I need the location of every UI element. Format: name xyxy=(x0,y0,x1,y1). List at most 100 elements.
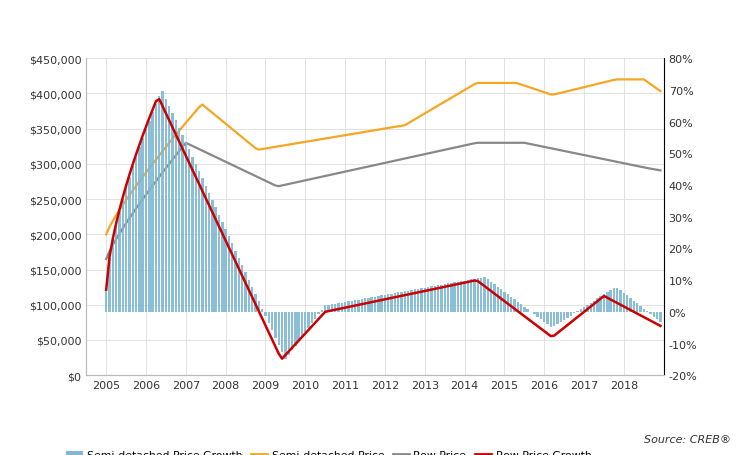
Bar xyxy=(622,293,625,312)
Bar xyxy=(165,100,167,312)
Bar xyxy=(350,301,353,312)
Bar xyxy=(171,114,174,312)
Bar xyxy=(436,286,439,312)
Bar xyxy=(108,258,111,312)
Bar xyxy=(397,293,400,312)
Bar xyxy=(599,297,602,312)
Bar xyxy=(338,303,340,312)
Bar xyxy=(347,302,350,312)
Bar xyxy=(105,290,107,312)
Bar xyxy=(580,309,582,312)
Bar xyxy=(610,290,612,312)
Bar xyxy=(547,312,549,324)
Bar xyxy=(194,164,197,312)
Bar xyxy=(178,128,181,312)
Bar xyxy=(254,294,257,312)
Bar xyxy=(324,306,326,312)
Bar xyxy=(420,288,423,312)
Bar xyxy=(424,288,426,312)
Bar xyxy=(603,294,605,312)
Bar xyxy=(154,105,158,312)
Bar xyxy=(248,280,250,312)
Bar xyxy=(198,172,200,312)
Bar xyxy=(357,300,359,312)
Bar xyxy=(221,222,224,312)
Bar xyxy=(473,279,476,312)
Bar xyxy=(616,288,619,312)
Bar xyxy=(620,291,622,312)
Bar xyxy=(280,312,284,352)
Bar xyxy=(433,286,436,312)
Bar xyxy=(168,106,170,312)
Bar xyxy=(464,281,466,312)
Text: CALGARY  - PRICE GROWTH COMPARISON: CALGARY - PRICE GROWTH COMPARISON xyxy=(11,16,352,31)
Bar xyxy=(344,302,346,312)
Bar xyxy=(364,298,366,312)
Bar xyxy=(524,307,526,312)
Bar xyxy=(583,308,585,312)
Bar xyxy=(480,278,482,312)
Bar xyxy=(145,130,147,312)
Bar xyxy=(208,193,210,312)
Bar xyxy=(361,299,363,312)
Bar xyxy=(217,215,220,312)
Bar xyxy=(590,303,592,312)
Bar xyxy=(477,278,479,312)
Bar xyxy=(228,237,230,312)
Bar xyxy=(308,312,310,328)
Bar xyxy=(354,300,356,312)
Bar xyxy=(314,312,316,319)
Bar xyxy=(563,312,566,320)
Bar xyxy=(241,266,244,312)
Bar xyxy=(566,312,568,318)
Bar xyxy=(643,309,645,312)
Bar xyxy=(592,301,596,312)
Bar xyxy=(264,312,267,316)
Bar xyxy=(510,297,512,312)
Bar xyxy=(294,312,296,346)
Bar xyxy=(148,121,151,312)
Bar xyxy=(258,302,260,312)
Bar xyxy=(377,296,380,312)
Legend: Semi-detached Price Growth, Semi-detached Price, Row Price, Row Price Growth: Semi-detached Price Growth, Semi-detache… xyxy=(66,450,591,455)
Bar xyxy=(470,280,472,312)
Bar xyxy=(131,167,134,312)
Bar xyxy=(466,280,470,312)
Bar xyxy=(430,287,433,312)
Bar xyxy=(182,136,184,312)
Bar xyxy=(112,240,114,312)
Bar xyxy=(301,312,303,337)
Bar xyxy=(271,312,273,331)
Bar xyxy=(334,304,336,312)
Bar xyxy=(152,113,154,312)
Bar xyxy=(317,312,320,315)
Bar xyxy=(321,310,323,312)
Bar xyxy=(606,293,608,312)
Bar xyxy=(503,292,506,312)
Bar xyxy=(633,301,635,312)
Bar xyxy=(560,312,562,323)
Bar xyxy=(454,283,456,312)
Bar xyxy=(370,298,373,312)
Bar xyxy=(407,291,410,312)
Bar xyxy=(284,312,286,359)
Bar xyxy=(404,292,406,312)
Bar xyxy=(184,143,187,312)
Bar xyxy=(368,298,370,312)
Bar xyxy=(142,139,144,312)
Bar xyxy=(205,186,207,312)
Bar xyxy=(517,302,519,312)
Bar xyxy=(384,295,386,312)
Bar xyxy=(135,157,137,312)
Bar xyxy=(450,283,452,312)
Bar xyxy=(556,312,559,324)
Bar xyxy=(128,177,130,312)
Bar xyxy=(278,312,280,345)
Bar xyxy=(374,297,376,312)
Bar xyxy=(310,312,314,324)
Bar xyxy=(550,312,552,327)
Bar xyxy=(636,303,638,312)
Bar xyxy=(211,201,214,312)
Bar xyxy=(261,309,263,312)
Bar xyxy=(214,208,217,312)
